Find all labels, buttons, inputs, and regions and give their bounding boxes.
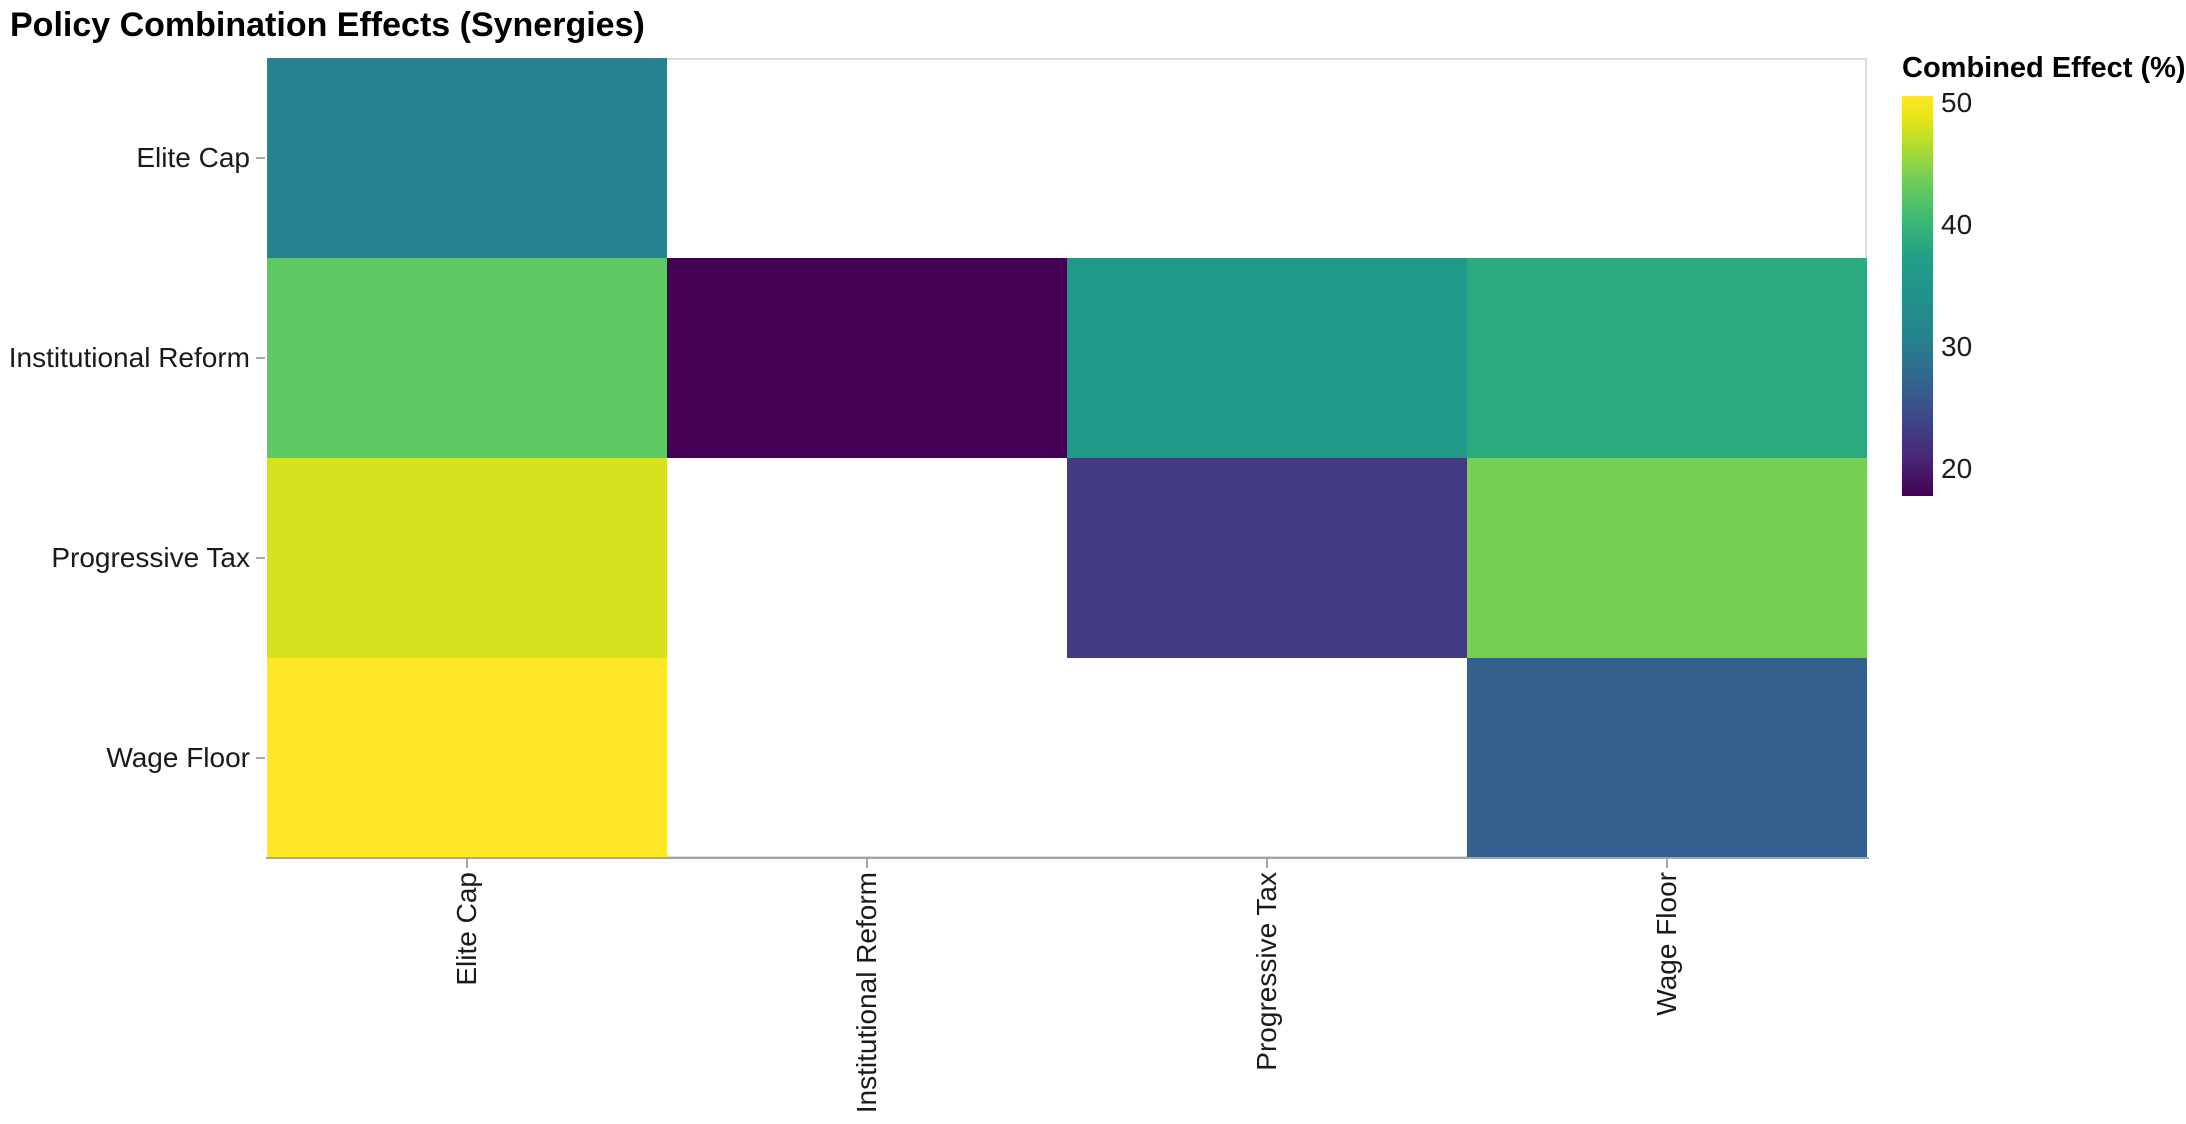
heatmap-cell bbox=[667, 258, 1067, 458]
heatmap-cell bbox=[267, 258, 667, 458]
y-axis-tick bbox=[256, 357, 265, 359]
heatmap-cell bbox=[267, 458, 667, 658]
heatmap-cell bbox=[267, 58, 667, 258]
legend-tick-label: 40 bbox=[1941, 209, 1973, 240]
x-axis-label: Wage Floor bbox=[1650, 872, 1682, 1016]
legend-tick-label: 20 bbox=[1941, 453, 1973, 484]
y-axis-tick bbox=[256, 557, 265, 559]
y-axis-label: Progressive Tax bbox=[51, 542, 250, 573]
y-axis-tick bbox=[256, 757, 265, 759]
x-axis-tick bbox=[1266, 859, 1268, 868]
x-axis-tick bbox=[1666, 859, 1668, 868]
heatmap-cell bbox=[1467, 658, 1867, 858]
y-axis-label: Wage Floor bbox=[106, 742, 250, 773]
legend-tick-label: 50 bbox=[1941, 87, 1973, 118]
heatmap-cell bbox=[1467, 258, 1867, 458]
heatmap-cell bbox=[267, 658, 667, 858]
x-axis-tick bbox=[466, 859, 468, 868]
legend-title: Combined Effect (%) bbox=[1902, 52, 2186, 84]
legend-colorbar bbox=[1902, 96, 1933, 496]
x-axis-tick bbox=[866, 859, 868, 868]
y-axis-label: Institutional Reform bbox=[8, 342, 250, 373]
legend-tick-label: 30 bbox=[1941, 331, 1973, 362]
heatmap-cell bbox=[1067, 458, 1467, 658]
x-axis-label: Progressive Tax bbox=[1250, 872, 1282, 1071]
x-axis-line bbox=[266, 857, 1869, 859]
chart-title: Policy Combination Effects (Synergies) bbox=[10, 6, 645, 44]
heatmap-cell bbox=[1467, 458, 1867, 658]
y-axis-tick bbox=[256, 157, 265, 159]
y-axis-label: Elite Cap bbox=[136, 142, 250, 173]
x-axis-label: Elite Cap bbox=[450, 872, 482, 986]
x-axis-label: Institutional Reform bbox=[850, 872, 882, 1114]
heatmap-cell bbox=[1067, 258, 1467, 458]
